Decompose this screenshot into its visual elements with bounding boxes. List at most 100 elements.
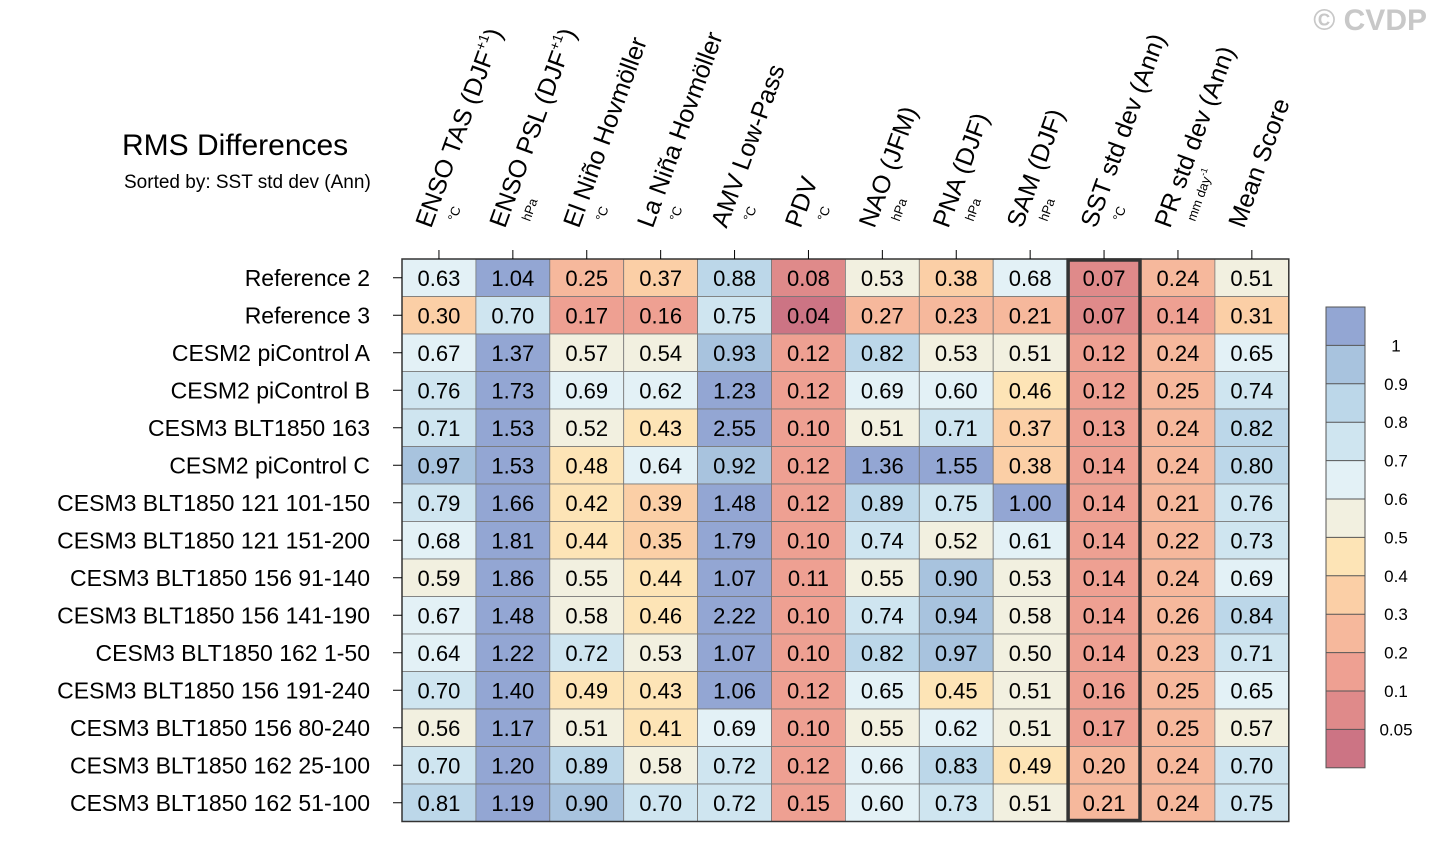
heatmap-cell [771,671,846,710]
cell-value: 0.17 [1083,716,1126,741]
heatmap-cell [549,371,625,410]
cell-value: 0.69 [861,378,904,403]
heatmap-cell [918,746,994,785]
cell-value: 0.89 [565,753,608,778]
row-label: CESM3 BLT1850 162 51-100 [70,790,370,816]
cell-value: 0.51 [1009,341,1052,366]
heatmap-cell [845,746,920,785]
cell-value: 0.24 [1157,791,1200,816]
cell-value: 0.07 [1083,266,1126,291]
cell-value: 0.51 [1009,716,1052,741]
cell-value: 0.92 [713,453,756,478]
cell-value: 0.63 [418,266,461,291]
cell-value: 0.73 [1230,528,1273,553]
cell-value: 0.70 [418,753,461,778]
heatmap-cell [1140,521,1216,560]
colorbar-swatch [1326,383,1365,423]
cell-value: 0.37 [1009,416,1052,441]
heatmap-cell [771,408,846,447]
heatmap-cell [1140,671,1216,710]
cell-value: 0.56 [418,716,461,741]
cell-value: 0.81 [418,791,461,816]
cell-value: 0.55 [861,716,904,741]
heatmap-cell [845,783,920,822]
cell-value: 0.43 [639,678,682,703]
cell-value: 0.68 [1009,266,1052,291]
heatmap-cell [845,596,920,635]
cell-value: 0.10 [787,641,830,666]
cell-value: 0.12 [1083,341,1126,366]
cell-value: 0.23 [1157,641,1200,666]
cell-value: 0.04 [787,303,830,328]
heatmap-cell [401,446,477,485]
heatmap-cell [697,558,772,597]
cell-value: 0.45 [935,678,978,703]
cell-value: 0.55 [565,566,608,591]
heatmap-cell [697,521,772,560]
watermark: © CVDP [1313,4,1427,37]
heatmap-cell [918,408,994,447]
heatmap-cell [771,521,846,560]
heatmap-cell [697,671,772,710]
cell-value: 0.53 [1009,566,1052,591]
heatmap-cell [623,558,699,597]
cell-value: 1.22 [491,641,534,666]
heatmap-cell [918,671,994,710]
cell-value: 0.58 [565,603,608,628]
cell-value: 0.12 [787,453,830,478]
cell-value: 0.14 [1083,566,1126,591]
heatmap-cell [623,333,699,372]
cell-value: 0.21 [1157,491,1200,516]
cell-value: 0.66 [861,753,904,778]
cell-value: 0.42 [565,491,608,516]
row-label: CESM2 piControl A [172,340,371,366]
heatmap-cell [475,371,551,410]
cell-value: 0.12 [787,491,830,516]
heatmap-cell [475,483,551,522]
row-label: CESM3 BLT1850 156 191-240 [57,677,370,703]
cell-value: 0.51 [565,716,608,741]
heatmap-cell [992,783,1068,822]
heatmap-cell [771,371,846,410]
cell-value: 0.93 [713,341,756,366]
cell-value: 0.97 [935,641,978,666]
cell-value: 0.75 [713,303,756,328]
cell-value: 0.25 [1157,678,1200,703]
cell-value: 0.24 [1157,566,1200,591]
cell-value: 0.75 [1230,791,1273,816]
cell-value: 2.55 [713,416,756,441]
colorbar-swatch [1326,422,1365,461]
heatmap-cell [1140,558,1216,597]
cell-value: 0.67 [418,603,461,628]
cell-value: 0.57 [565,341,608,366]
heatmap-cell [1140,746,1216,785]
heatmap-cell [475,671,551,710]
heatmap-cell [623,746,699,785]
cell-value: 0.23 [935,303,978,328]
chart-title: RMS Differences [122,129,349,162]
cell-value: 0.74 [861,528,904,553]
heatmap-cell [401,408,477,447]
cell-value: 0.58 [1009,603,1052,628]
cell-value: 1.53 [491,453,534,478]
cell-value: 1.19 [491,791,534,816]
heatmap-cell [992,483,1068,522]
heatmap-cell [549,746,625,785]
cell-value: 1.40 [491,678,534,703]
cell-value: 0.60 [861,791,904,816]
heatmap-cell [697,446,772,485]
cell-value: 0.24 [1157,753,1200,778]
colorbar-label: 0.1 [1384,682,1408,701]
colorbar-label: 0.9 [1384,375,1408,394]
cell-value: 0.76 [1230,491,1273,516]
heatmap-cell [1140,483,1216,522]
cell-value: 0.48 [565,453,608,478]
heatmap-cell [1214,746,1290,785]
cell-value: 0.69 [565,378,608,403]
heatmap-cell [845,446,920,485]
cell-value: 0.57 [1230,716,1273,741]
heatmap-cell [475,446,551,485]
cell-value: 0.10 [787,528,830,553]
column-unit: °C [740,204,759,223]
chart-subtitle: Sorted by: SST std dev (Ann) [124,172,371,193]
